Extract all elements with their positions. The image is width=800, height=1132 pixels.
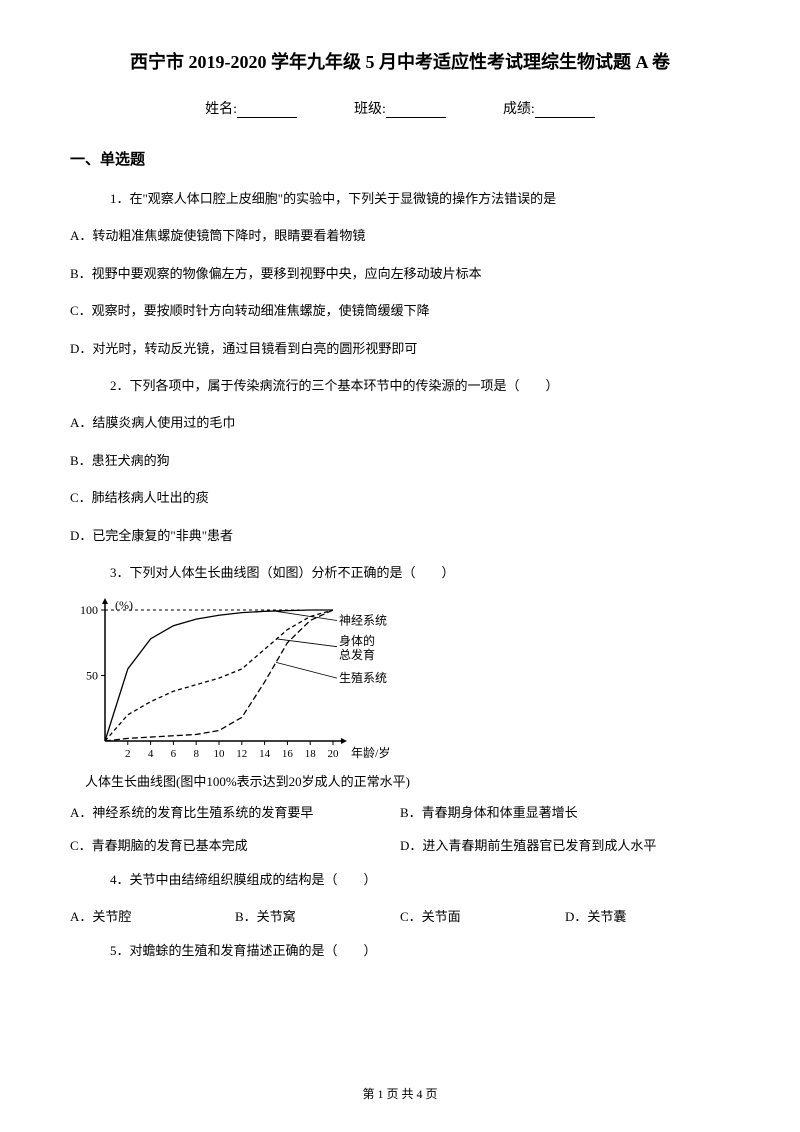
svg-text:18: 18 (305, 748, 317, 760)
svg-text:20: 20 (328, 748, 340, 760)
svg-text:生殖系统: 生殖系统 (339, 670, 387, 685)
svg-text:16: 16 (282, 748, 294, 760)
q2-option-a: A．结膜炎病人使用过的毛巾 (70, 411, 730, 434)
q4-option-b: B．关节窝 (235, 906, 400, 925)
q1-option-a: A．转动粗准焦螺旋使镜筒下降时，眼睛要看着物镜 (70, 224, 730, 247)
svg-text:总发育: 总发育 (339, 647, 375, 662)
q2-option-d: D．已完全康复的"非典"患者 (70, 524, 730, 547)
page-footer: 第 1 页 共 4 页 (0, 1085, 800, 1102)
q1-option-d: D．对光时，转动反光镜，通过目镜看到白亮的圆形视野即可 (70, 337, 730, 360)
q4-stem: 4．关节中由结缔组织膜组成的结构是（ ） (110, 868, 730, 891)
svg-text:8: 8 (193, 748, 199, 760)
svg-text:2: 2 (125, 748, 131, 760)
svg-text:14: 14 (259, 748, 271, 760)
q3-options-cd: C．青春期脑的发育已基本完成 D．进入青春期前生殖器官已发育到成人水平 (70, 835, 730, 854)
svg-text:50: 50 (86, 669, 98, 683)
class-label: 班级: (354, 98, 386, 118)
svg-text:4: 4 (148, 748, 154, 760)
q4-options: A．关节腔 B．关节窝 C．关节面 D．关节囊 (70, 906, 730, 925)
name-label: 姓名: (205, 98, 237, 118)
info-row: 姓名: 班级: 成绩: (70, 98, 730, 118)
svg-text:年龄/岁: 年龄/岁 (351, 745, 390, 760)
name-blank[interactable] (237, 104, 297, 118)
q4-option-c: C．关节面 (400, 906, 565, 925)
svg-text:6: 6 (171, 748, 177, 760)
svg-text:身体的: 身体的 (339, 633, 375, 648)
svg-text:100: 100 (80, 603, 98, 617)
exam-title: 西宁市 2019-2020 学年九年级 5 月中考适应性考试理综生物试题 A 卷 (70, 48, 730, 74)
svg-text:12: 12 (236, 748, 247, 760)
q2-stem: 2．下列各项中，属于传染病流行的三个基本环节中的传染源的一项是（ ） (110, 374, 730, 397)
q4-option-d: D．关节囊 (565, 906, 730, 925)
score-label: 成绩: (503, 98, 535, 118)
q1-option-b: B．视野中要观察的物像偏左方，要移到视野中央，应向左移动玻片标本 (70, 262, 730, 285)
q3-option-c: C．青春期脑的发育已基本完成 (70, 835, 400, 854)
q5-stem: 5．对蟾蜍的生殖和发育描述正确的是（ ） (110, 939, 730, 962)
section-heading: 一、单选题 (70, 148, 730, 169)
q3-options-ab: A．神经系统的发育比生殖系统的发育要早 B．青春期身体和体重显著增长 (70, 802, 730, 821)
growth-chart-svg: (%)501002468101214161820年龄/岁神经系统身体的总发育生殖… (70, 598, 405, 763)
class-blank[interactable] (386, 104, 446, 118)
q2-option-b: B．患狂犬病的狗 (70, 449, 730, 472)
score-blank[interactable] (535, 104, 595, 118)
q3-option-b: B．青春期身体和体重显著增长 (400, 802, 730, 821)
q4-option-a: A．关节腔 (70, 906, 235, 925)
q3-stem: 3．下列对人体生长曲线图（如图）分析不正确的是（ ） (110, 561, 730, 584)
q3-option-d: D．进入青春期前生殖器官已发育到成人水平 (400, 835, 730, 854)
svg-text:神经系统: 神经系统 (339, 614, 387, 628)
chart-caption: 人体生长曲线图(图中100%表示达到20岁成人的正常水平) (85, 771, 730, 790)
q2-option-c: C．肺结核病人吐出的痰 (70, 486, 730, 509)
q1-option-c: C．观察时，要按顺时针方向转动细准焦螺旋，使镜筒缓缓下降 (70, 299, 730, 322)
svg-text:10: 10 (214, 748, 226, 760)
q3-option-a: A．神经系统的发育比生殖系统的发育要早 (70, 802, 400, 821)
growth-chart: (%)501002468101214161820年龄/岁神经系统身体的总发育生殖… (70, 598, 730, 790)
q1-stem: 1．在"观察人体口腔上皮细胞"的实验中，下列关于显微镜的操作方法错误的是 (110, 187, 730, 210)
